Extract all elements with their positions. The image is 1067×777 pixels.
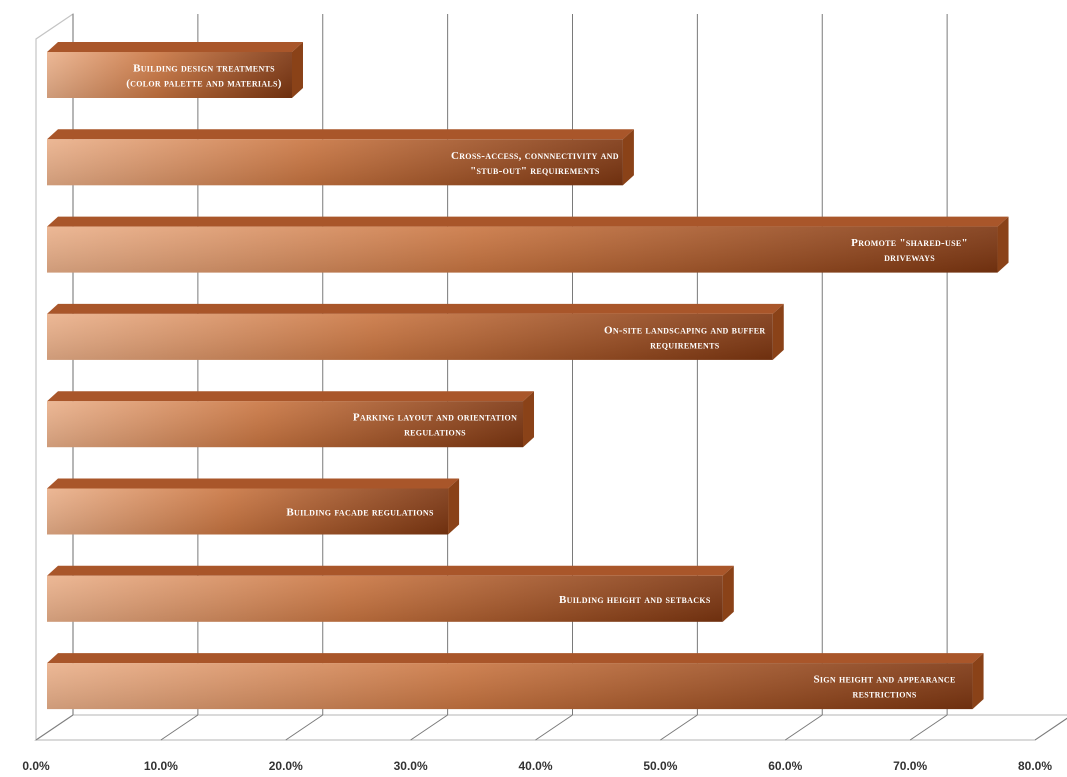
bar-top [47,129,634,140]
bar-shade [47,488,449,535]
bar-side [622,129,634,186]
bar-label: Promote "shared-use" driveways [851,237,968,264]
floor-gridline [285,714,324,741]
floor-gridline [35,714,74,741]
side-wall [35,12,74,742]
bars: Building design treatments (color palette… [47,42,1009,710]
bar-label-line: On-site landscaping and buffer [604,324,766,336]
bar-side [291,42,303,98]
gridlines [35,14,1067,741]
bar-group: Promote "shared-use" driveways [47,216,1009,273]
bar-side [972,653,984,710]
bar-side [772,303,784,360]
bar-label: On-site landscaping and buffer requiremen… [604,324,766,351]
bar-top [47,653,984,664]
x-tick-label: 0.0% [22,759,50,773]
bar-label-line: Cross-access, connnectivity and [451,150,619,162]
x-tick-label: 10.0% [144,759,178,773]
bar-label: Sign height and appearance restrictions [813,674,955,701]
floor-gridline [909,714,948,741]
floor-gridline [660,714,698,741]
x-tick-label: 20.0% [269,759,303,773]
bar-shade [47,226,998,273]
bar-group: Building height and setbacks [47,565,734,622]
bar-label-line: restrictions [853,689,917,701]
bar-top [47,216,1009,227]
x-tick-label: 40.0% [518,759,552,773]
bar-label: Building height and setbacks [559,594,711,606]
bar-label: Building facade regulations [286,507,434,519]
bar-group: Building facade regulations [47,478,460,535]
floor [34,714,1067,741]
bar-side [997,216,1009,273]
bar-top [47,303,784,314]
bar-label-line: regulations [404,427,466,439]
x-tick-label: 30.0% [394,759,428,773]
bar-label-line: Building height and setbacks [559,594,711,606]
bar-shade [47,52,292,98]
bar-side [722,565,734,622]
bar-top [47,478,460,489]
bar-side [523,391,535,448]
bar-group: Cross-access, connnectivity and "stub-out… [47,129,634,186]
bar-label: Building design treatments (color palette… [126,63,282,90]
bar-label-line: requirements [650,339,720,351]
x-axis-ticks: 0.0% 10.0% 20.0% 30.0% 40.0% 50.0% 60.0% 70.0% 8… [22,759,1052,773]
bar-shade [47,139,623,186]
bar-side [448,478,460,535]
floor-gridline [410,714,448,741]
bar-label-line: Sign height and appearance [813,674,955,686]
bar-top [47,391,535,402]
x-tick-label: 50.0% [643,759,677,773]
floor-gridline [535,714,573,741]
bar-group: On-site landscaping and buffer requiremen… [47,303,784,360]
bar-shade [47,401,524,448]
x-tick-label: 80.0% [1018,759,1052,773]
bar-label: Cross-access, connnectivity and "stub-out… [451,150,619,177]
bar-shade [47,313,773,360]
bar-group: Parking layout and orientation regulation… [47,391,535,448]
bar-shade [47,575,723,622]
bar-shade [47,663,973,710]
floor-gridline [784,714,823,741]
x-tick-label: 60.0% [768,759,802,773]
bar-label-line: "stub-out" requirements [470,165,600,177]
floor-gridline [160,714,199,741]
bar-label-line: driveways [884,252,935,264]
bar-label-line: Promote "shared-use" [851,237,968,249]
bar-group: Building design treatments (color palette… [47,42,303,98]
bar-group: Sign height and appearance restrictions [47,653,984,710]
bar-label-line: Building design treatments [133,63,275,75]
bar-label: Parking layout and orientation regulation… [353,412,517,439]
chart-walls [34,12,1067,742]
bar-top [47,42,303,52]
bar-label-line: Building facade regulations [286,507,434,519]
x-tick-label: 70.0% [893,759,927,773]
bar-top [47,565,734,576]
bar-label-line: (color palette and materials) [126,78,282,90]
bar-label-line: Parking layout and orientation [353,412,517,424]
floor-gridline [1034,717,1067,741]
